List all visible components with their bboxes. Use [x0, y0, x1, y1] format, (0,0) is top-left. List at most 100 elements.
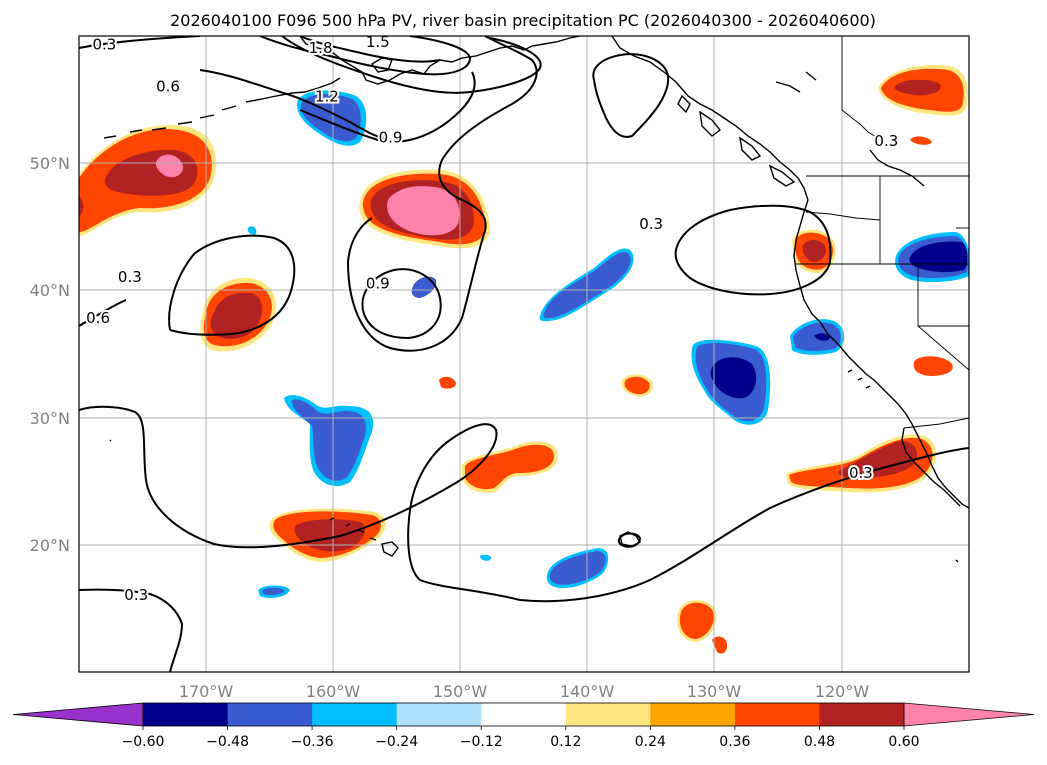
contour-label-halo: 1.2 — [315, 88, 339, 106]
colorbar-segment — [227, 703, 313, 726]
coast-bc-islands — [677, 94, 796, 187]
pos-anomaly-oregon — [792, 229, 836, 274]
border-alaska-canada — [841, 36, 891, 147]
lon-tick-label: 150°W — [433, 682, 488, 701]
contour-0.6-west — [79, 299, 127, 327]
colorbar-tick-label: −0.12 — [460, 734, 503, 750]
contour-label-halo: 0.3 — [874, 132, 898, 150]
contour-label: 0.9 — [379, 128, 403, 146]
pv-contours — [79, 36, 969, 672]
contour-label: 0.9 — [366, 275, 390, 293]
neg-anomaly-130w — [691, 339, 771, 425]
map-frame — [78, 35, 970, 673]
colorbar-tick-label: −0.48 — [206, 734, 249, 750]
contour-label: 0.6 — [156, 77, 180, 95]
contour-label-halo: 0.3 — [118, 268, 142, 286]
neg-anomaly-140w-18n — [546, 548, 609, 589]
neg-anomaly-california — [790, 319, 845, 355]
contour-0.9-loop — [299, 71, 476, 143]
pos-anomaly-115w-34n — [913, 356, 953, 376]
lon-tick-label: 130°W — [687, 682, 742, 701]
colorbar-tick-label: 0.48 — [804, 734, 835, 750]
colorbar-tick-label: 0.60 — [888, 734, 919, 750]
pos-anomaly-152w — [359, 169, 491, 249]
lat-tick-label: 20°N — [30, 536, 70, 555]
neg-anomaly-small-165w-16n-core — [262, 587, 285, 595]
coast-baja — [901, 427, 961, 507]
contour-0.3-small-loop — [617, 532, 642, 548]
pos-anomaly-135w-32n-core — [624, 376, 650, 395]
political-borders — [796, 36, 969, 429]
lat-tick-label: 50°N — [30, 154, 70, 173]
contour-label-halo: 0.3 — [849, 464, 873, 482]
contour-label-halo: 0.3 — [92, 35, 116, 53]
coast-canada-interior — [775, 71, 925, 187]
contour-0.3-sw — [79, 588, 184, 672]
contour-label-halo: 1.8 — [309, 39, 333, 57]
lon-tick-label: 160°W — [306, 682, 361, 701]
lon-tick-label: 170°W — [179, 682, 234, 701]
pos-anomaly-160w-21n — [269, 508, 386, 562]
colorbar-tick-label: 0.24 — [635, 734, 666, 750]
coast-alaska-panhandle — [611, 36, 809, 201]
colorbar-segment — [143, 703, 229, 726]
pos-anomaly-small-150w — [439, 376, 456, 389]
colorbar-segment — [734, 703, 820, 726]
neg-anomaly-small-148w-19n — [480, 554, 492, 561]
colorbar-tick-label: 0.12 — [550, 734, 581, 750]
contour-label: 0.3 — [124, 586, 148, 604]
contour-label: 1.8 — [309, 39, 333, 57]
lat-tick-labels: 20°N 30°N 40°N 50°N — [30, 154, 70, 555]
map-area: 0.30.3 1.81.8 1.51.50.60.61.21.20.90.90.90… — [78, 33, 970, 673]
contour-0.9-outer — [281, 36, 542, 94]
colorbar-segment — [481, 703, 567, 726]
coast-west-us — [793, 199, 969, 509]
coast-alaska-mainland — [299, 36, 581, 85]
colorbar-segment — [396, 703, 482, 726]
contour-0.6-nw — [199, 69, 393, 141]
contour-label-halo: 0.3 — [124, 586, 148, 604]
colorbar-segment — [819, 703, 905, 726]
contour-label: 0.3 — [849, 464, 873, 482]
chart-title: 2026040100 F096 500 hPa PV, river basin … — [170, 11, 876, 30]
map-background — [79, 36, 969, 672]
contour-label-halo: 0.9 — [366, 275, 390, 293]
contour-label-halo: 1.5 — [366, 33, 390, 51]
coast-aleutians — [103, 77, 341, 139]
colorbar-tick-label: 0.36 — [719, 734, 750, 750]
contour-label: 0.3 — [118, 268, 142, 286]
colorbar-segment — [312, 703, 398, 726]
pos-anomaly-westnw — [79, 125, 217, 236]
border-wa-or — [805, 211, 881, 221]
gridlines — [79, 36, 969, 672]
contour-high-nested-2 — [299, 36, 441, 63]
contour-0.3-oregon — [674, 204, 832, 296]
coast-channel-islands — [847, 369, 871, 389]
contour-main-ridge — [346, 36, 538, 352]
contour-label: 1.5 — [366, 33, 390, 51]
border-mexico — [903, 417, 969, 429]
colorbar: −0.60 −0.48 −0.36 −0.24 −0.12 0.12 0.24 0.36 0.4… — [12, 702, 1035, 750]
contour-label: 0.6 — [86, 309, 110, 327]
contour-label-halo: 0.9 — [379, 128, 403, 146]
contour-labels: 0.30.3 1.81.8 1.51.50.60.61.21.20.90.90.90… — [84, 33, 900, 606]
pos-anomaly-168w — [200, 277, 277, 352]
neg-anomaly-small-166w — [247, 226, 257, 235]
contour-label-halo: 0.6 — [156, 77, 180, 95]
colorbar-tick-label: −0.60 — [122, 734, 165, 750]
colorbar-tick-label: −0.24 — [375, 734, 418, 750]
contour-label: 0.3 — [639, 215, 663, 233]
contour-0.3-nw — [79, 36, 201, 49]
pos-anomaly-131w-13n — [676, 600, 728, 654]
coastlines — [103, 36, 969, 563]
lon-tick-label: 120°W — [815, 682, 870, 701]
pos-anomaly-147w-26n — [462, 441, 558, 494]
colorbar-extend-max — [903, 702, 1035, 727]
contour-label: 0.3 — [874, 132, 898, 150]
contour-0.3-gulf — [592, 52, 670, 138]
coast-hawaii — [329, 517, 399, 557]
contour-0.9-inner — [361, 268, 442, 340]
lat-tick-label: 40°N — [30, 281, 70, 300]
lon-tick-label: 140°W — [560, 682, 615, 701]
